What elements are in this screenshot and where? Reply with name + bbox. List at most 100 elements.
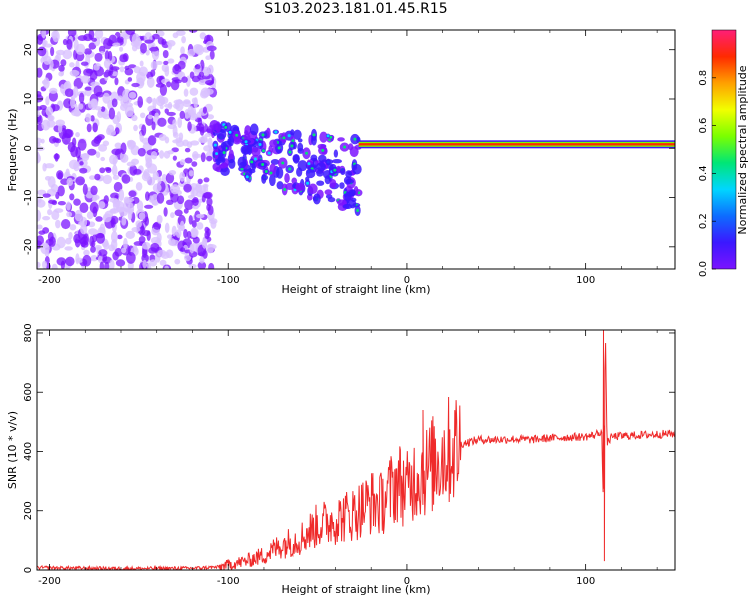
spectrogram-speckle	[181, 35, 186, 44]
spectrogram-blob-core	[215, 152, 219, 156]
spectrogram-blob	[337, 199, 347, 206]
spectrogram-speckle	[121, 174, 131, 184]
spectrogram-speckle	[52, 30, 60, 43]
spectrogram-speckle	[96, 232, 105, 244]
snr-y-ticks: 0 200 400 600 800	[23, 323, 675, 573]
spectrogram-speckle	[125, 230, 135, 239]
spectrogram-speckle	[45, 106, 54, 117]
spectrogram-speckle	[94, 135, 103, 142]
spectrogram-blob	[332, 159, 342, 164]
spectrogram-speckle	[55, 49, 66, 56]
colorbar-frame	[711, 29, 737, 270]
spectrogram-blob	[329, 178, 337, 189]
spectrogram-speckle	[203, 177, 210, 183]
spectrogram-blob-core	[250, 160, 254, 164]
spectrogram-x-tick-label: -200	[38, 275, 61, 286]
spectrogram-speckle	[42, 215, 51, 221]
spectrogram-speckle	[67, 142, 76, 153]
spectrogram-speckle	[179, 110, 185, 120]
spectrogram-blob	[324, 159, 334, 165]
spectrogram-speckle	[37, 94, 44, 103]
spectrogram-speckle	[38, 230, 46, 235]
spectrogram-blob	[349, 146, 359, 158]
snr-frame	[36, 329, 676, 571]
spectrogram-blob	[246, 144, 252, 153]
snr-panel: -200 -100 0 100 0 200 400 600 800 Height of str…	[6, 323, 676, 596]
spectrogram-speckle	[144, 216, 149, 226]
spectrogram-speckle	[140, 42, 147, 54]
spectrogram-blob-core	[343, 145, 347, 149]
spectrogram-speckle	[98, 45, 106, 54]
spectrogram-speckle	[79, 161, 84, 166]
spectrogram-blob	[339, 182, 345, 189]
spectrogram-speckle	[66, 201, 71, 211]
spectrogram-speckle	[83, 249, 90, 256]
spectrogram-blob	[312, 195, 319, 202]
spectrogram-blob	[297, 142, 304, 152]
spectrogram-speckle	[206, 197, 213, 207]
spectrogram-speckle	[192, 153, 202, 159]
spectrogram-speckle	[183, 183, 192, 193]
spectrogram-speckle	[37, 209, 42, 222]
spectrogram-blob	[348, 189, 356, 197]
spectrogram-speckle	[210, 219, 217, 229]
spectrogram-blob-core	[288, 150, 292, 154]
spectrogram-speckle	[74, 209, 83, 222]
spectrogram-speckle	[43, 55, 52, 66]
spectrogram-speckle	[184, 254, 192, 262]
colorbar-tick-label: 0.4	[698, 165, 709, 181]
spectrogram-blob	[276, 166, 284, 179]
spectrogram-speckle	[48, 199, 57, 204]
spectrogram-speckle	[163, 60, 169, 65]
spectrogram-blob	[316, 162, 326, 172]
spectrogram-y-tick-label: 10	[23, 93, 34, 106]
spectrogram-speckle	[154, 112, 159, 119]
spectrogram-speckle	[183, 228, 188, 239]
spectrogram-blob	[297, 160, 308, 172]
spectrogram-speckle	[190, 140, 200, 146]
spectrogram-speckle	[200, 152, 206, 163]
spectrogram-speckle	[149, 47, 159, 52]
spectrogram-speckle	[58, 64, 65, 72]
spectrogram-speckle	[70, 109, 81, 117]
spectrogram-speckle	[141, 241, 151, 250]
spectrogram-speckle	[165, 249, 174, 259]
spectrogram-speckle	[100, 156, 106, 162]
spectrogram-speckle	[79, 202, 89, 214]
spectrogram-speckle	[64, 246, 73, 251]
spectrogram-speckle	[131, 114, 138, 122]
spectrogram-speckle	[171, 225, 177, 237]
spectrogram-speckle	[146, 76, 155, 88]
spectrogram-speckle	[174, 79, 182, 84]
spectrogram-speckle	[88, 42, 97, 50]
spectrogram-speckle	[103, 38, 113, 50]
spectrogram-speckle	[91, 240, 96, 248]
spectrogram-speckle	[95, 151, 101, 159]
spectrogram-speckle	[137, 147, 146, 157]
spectrogram-speckle	[128, 140, 137, 149]
spectrogram-speckle	[199, 256, 205, 264]
spectrogram-speckle	[183, 208, 189, 214]
spectrogram-speckle	[90, 185, 98, 196]
spectrogram-speckle	[208, 262, 215, 269]
spectrogram-blob	[316, 180, 325, 186]
spectrogram-speckle	[142, 259, 147, 269]
spectrogram-speckle	[192, 196, 199, 206]
spectrogram-speckle	[65, 237, 72, 245]
spectrogram-speckle	[118, 188, 125, 201]
spectrogram-blob-core	[222, 151, 226, 155]
spectrogram-speckle	[182, 100, 192, 108]
colorbar-ticks: 0.0 0.2 0.4 0.6 0.8	[698, 70, 716, 277]
spectrogram-speckle	[80, 224, 88, 235]
spectrogram-speckle	[152, 97, 157, 110]
spectrogram-speckle	[119, 66, 125, 73]
spectrogram-speckle	[86, 211, 94, 220]
spectrogram-speckle	[49, 236, 56, 247]
spectrogram-blob	[220, 141, 227, 150]
spectrogram-speckle	[56, 170, 64, 180]
spectrogram-speckle	[196, 213, 205, 219]
spectrogram-speckle	[50, 184, 59, 193]
spectrogram-speckle	[206, 45, 217, 52]
spectrogram-speckle	[207, 114, 215, 120]
spectrogram-speckle	[112, 42, 121, 47]
